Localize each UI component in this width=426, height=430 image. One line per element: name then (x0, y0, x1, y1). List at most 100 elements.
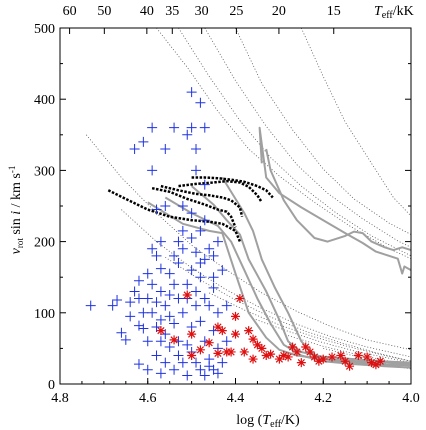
red-star-point (362, 352, 372, 362)
blue-plus-point (199, 215, 210, 226)
blue-plus-point (164, 311, 175, 322)
blue-plus-point (164, 268, 175, 279)
blue-plus-point (155, 236, 166, 247)
gray-track (190, 185, 411, 364)
blue-plus-point (186, 233, 197, 244)
blue-plus-point (133, 320, 144, 331)
red-star-point (314, 356, 324, 366)
y-tick-label: 400 (34, 93, 55, 108)
blue-plus-point (169, 122, 180, 133)
red-star-point (235, 294, 245, 304)
blue-plus-point (212, 307, 223, 318)
red-star-point (156, 326, 166, 336)
top-tick-label: 30 (195, 4, 209, 19)
blue-plus-point (208, 250, 219, 261)
black-track (151, 186, 237, 228)
blue-plus-point (138, 136, 149, 147)
x-tick-label: 4.0 (402, 391, 420, 406)
blue-plus-point (160, 201, 171, 211)
gray-track (221, 176, 411, 367)
critical-curve (300, 28, 411, 217)
blue-plus-point (120, 334, 131, 345)
gray-tracks (147, 126, 411, 369)
y-tick-label: 300 (34, 164, 55, 179)
critical-curve (235, 28, 411, 235)
blue-plus-point (199, 122, 210, 133)
blue-plus-point (116, 327, 127, 338)
blue-plus-point (138, 307, 149, 318)
black-tracks (107, 176, 274, 243)
red-star-point (266, 349, 276, 359)
blue-plus-point (177, 307, 188, 318)
y-tick-label: 500 (34, 22, 55, 37)
blue-plus-point (142, 268, 153, 279)
red-star-point (244, 326, 254, 336)
black-track (191, 176, 274, 199)
red-star-point (231, 311, 240, 321)
critical-curve (204, 28, 411, 248)
blue-plus-point (133, 359, 144, 370)
blue-plus-point (147, 122, 158, 133)
blue-plus-point (182, 129, 193, 140)
gray-track (265, 148, 411, 252)
x-tick-label: 4.8 (51, 391, 69, 406)
red-star-point (292, 347, 302, 357)
blue-plus-point (208, 282, 219, 293)
top-tick-label: 25 (229, 4, 243, 19)
blue-plus-point (155, 286, 166, 297)
blue-plus-point (125, 297, 136, 308)
blue-plus-point (112, 294, 123, 305)
blue-plus-point (169, 318, 180, 329)
red-star-point (336, 351, 346, 361)
blue-plus-point (155, 336, 166, 347)
top-tick-label: 15 (327, 4, 341, 19)
blue-plus-point (177, 243, 188, 254)
red-star-point (301, 342, 311, 352)
blue-plus-point (217, 265, 228, 276)
blue-plus-point (147, 279, 158, 290)
blue-plus-point (107, 300, 118, 311)
critical-curve (156, 28, 411, 260)
blue-plus-point (142, 364, 153, 375)
blue-plus-point (177, 357, 188, 368)
x-tick-label: 4.2 (315, 391, 333, 406)
blue-plus-point (147, 165, 158, 176)
blue-plus-point (177, 201, 188, 211)
blue-plus-point (164, 290, 175, 300)
blue-plus-point (160, 357, 171, 368)
red-star-point (226, 347, 236, 357)
blue-plus-point (133, 275, 144, 286)
blue-plus-point (195, 316, 206, 327)
top-axis-title: Teff/kK (374, 4, 414, 21)
blue-plus-point (147, 307, 158, 318)
y-tick-label: 0 (48, 378, 55, 393)
black-track (160, 184, 244, 217)
red-star-points (156, 290, 385, 371)
y-tick-label: 200 (34, 236, 55, 251)
blue-plus-point (151, 297, 162, 308)
red-star-point (305, 347, 315, 357)
blue-plus-point (142, 336, 153, 347)
top-tick-label: 35 (165, 4, 179, 19)
blue-plus-point (142, 293, 153, 304)
red-star-point (248, 334, 258, 344)
critical-curve (85, 134, 411, 351)
red-star-point (257, 343, 267, 353)
blue-plus-point (169, 250, 180, 261)
red-star-point (182, 290, 192, 300)
red-star-point (274, 354, 284, 364)
blue-plus-point (221, 300, 232, 311)
blue-plus-point (199, 293, 210, 304)
blue-plus-point (151, 204, 162, 215)
blue-plus-point (173, 257, 184, 268)
red-star-point (248, 354, 258, 364)
red-star-point (345, 361, 355, 371)
red-star-point (318, 354, 328, 364)
black-track (107, 189, 242, 243)
black-track (178, 179, 263, 204)
blue-plus-point (186, 265, 197, 276)
blue-plus-point (195, 364, 206, 375)
red-star-point (261, 351, 271, 361)
blue-plus-point (160, 300, 171, 311)
red-star-point (252, 340, 262, 350)
